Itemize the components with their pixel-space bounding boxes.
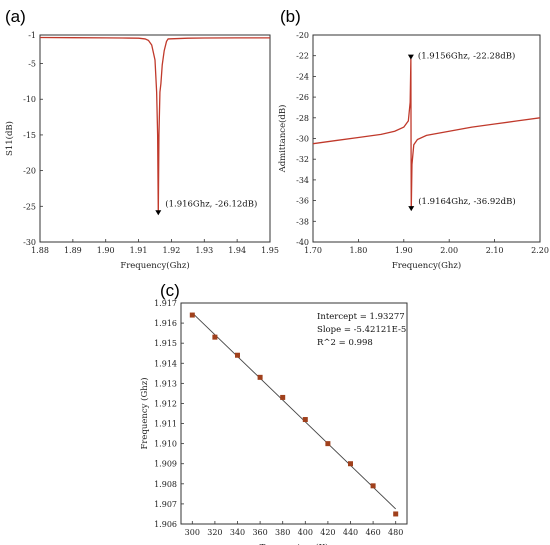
y-tick-label: -26 <box>296 93 309 102</box>
data-point <box>393 511 399 517</box>
y-tick-label: -32 <box>296 155 309 164</box>
y-tick-label: -24 <box>296 72 309 81</box>
data-point <box>212 334 218 340</box>
y-axis-title: Admittance(dB) <box>277 105 288 174</box>
x-tick-label: 1.90 <box>395 246 413 255</box>
x-tick-label: 2.10 <box>486 246 504 255</box>
x-tick-label: 380 <box>275 528 290 537</box>
x-tick-label: 1.95 <box>261 246 279 255</box>
y-tick-label: 1.907 <box>154 500 177 509</box>
x-tick-label: 1.70 <box>304 246 322 255</box>
data-point <box>257 374 263 380</box>
y-tick-label: -36 <box>296 197 309 206</box>
y-axis-title: S11(dB) <box>4 121 15 156</box>
x-tick-label: 2.20 <box>531 246 549 255</box>
fit-line <box>191 312 397 510</box>
annotation-marker <box>408 206 415 212</box>
y-tick-label: -20 <box>23 167 36 176</box>
y-tick-label: -20 <box>296 31 309 40</box>
y-tick-label: 1.912 <box>154 399 177 408</box>
chart-panel-3: (c) 300 320 340 360 380 400 420 440 460 480 1.906 1.… <box>139 281 408 545</box>
annotation-label: (1.9164Ghz, -36.92dB) <box>418 196 515 207</box>
x-tick-label: 1.89 <box>64 246 82 255</box>
fit-annotation: Intercept = 1.93277 <box>317 312 405 322</box>
x-axis-title: Temperature(K) <box>260 542 329 545</box>
y-tick-label: 1.914 <box>154 359 177 368</box>
y-tick-label: -10 <box>23 95 36 104</box>
data-point <box>348 461 353 467</box>
chart-panel-2: (b) 1.70 1.80 1.90 2.00 2.10 2.20 -20 -22 -24 -26 -… <box>277 7 549 271</box>
x-axis-title: Frequency(Ghz) <box>120 260 189 271</box>
y-tick-label: -25 <box>23 202 36 211</box>
panel-label: (c) <box>160 281 180 300</box>
series-line <box>313 58 540 211</box>
x-tick-label: 360 <box>252 528 267 537</box>
series-line <box>40 36 270 215</box>
y-tick-label: -15 <box>23 131 36 140</box>
x-tick-label: 440 <box>343 528 358 537</box>
x-tick-label: 1.88 <box>31 246 49 255</box>
x-axis-title: Frequency(Ghz) <box>392 260 461 271</box>
x-tick-label: 1.80 <box>349 246 367 255</box>
y-tick-label: 1.913 <box>154 379 177 388</box>
y-tick-label: -28 <box>296 114 309 123</box>
annotation-label: (1.9156Ghz, -22.28dB) <box>418 51 515 62</box>
x-tick-label: 340 <box>230 528 245 537</box>
annotation-label: (1.916Ghz, -26.12dB) <box>165 198 257 209</box>
y-tick-label: 1.916 <box>154 319 177 328</box>
y-tick-label: -30 <box>296 135 309 144</box>
x-tick-label: 400 <box>298 528 313 537</box>
y-tick-label: -34 <box>296 176 309 185</box>
y-tick-label: 1.909 <box>154 460 177 469</box>
data-point <box>302 417 308 423</box>
fit-annotation: R^2 = 0.998 <box>317 338 373 348</box>
x-tick-label: 1.92 <box>163 246 181 255</box>
annotation-marker <box>155 210 162 216</box>
data-point <box>370 483 376 489</box>
annotation-marker <box>407 54 414 60</box>
x-tick-label: 1.93 <box>195 246 213 255</box>
plot-frame <box>180 302 408 525</box>
x-tick-label: 320 <box>207 528 222 537</box>
x-tick-label: 300 <box>185 528 200 537</box>
y-tick-label: 1.908 <box>154 480 177 489</box>
y-tick-label: 1.910 <box>154 440 177 449</box>
y-tick-label: 1.906 <box>154 520 177 529</box>
data-point <box>280 394 286 400</box>
y-tick-label: 1.911 <box>154 420 177 429</box>
data-point <box>325 441 331 447</box>
chart-panel-1: (a) 1.88 1.89 1.90 1.91 1.92 1.93 1.94 1.95 -1 -5 -… <box>4 7 279 271</box>
y-tick-label: 1.917 <box>154 299 177 308</box>
plot-frame <box>39 34 271 243</box>
x-tick-label: 420 <box>320 528 335 537</box>
panel-label: (b) <box>280 7 301 26</box>
x-tick-label: 460 <box>365 528 380 537</box>
y-tick-label: 1.915 <box>154 339 177 348</box>
y-tick-label: -5 <box>28 60 36 69</box>
y-axis-title: Frequency (Ghz) <box>139 377 150 449</box>
x-tick-label: 1.90 <box>97 246 115 255</box>
x-tick-label: 480 <box>388 528 403 537</box>
panel-label: (a) <box>5 7 26 26</box>
data-point <box>189 312 195 318</box>
y-tick-label: -1 <box>28 31 36 40</box>
x-tick-label: 1.91 <box>130 246 148 255</box>
y-tick-label: -38 <box>296 217 309 226</box>
data-point <box>235 352 240 358</box>
fit-annotation: Slope = -5.42121E-5 <box>317 325 406 335</box>
x-tick-label: 2.00 <box>440 246 458 255</box>
y-tick-label: -40 <box>296 238 309 247</box>
y-tick-label: -30 <box>23 238 36 247</box>
x-tick-label: 1.94 <box>228 246 246 255</box>
y-tick-label: -22 <box>296 52 309 61</box>
